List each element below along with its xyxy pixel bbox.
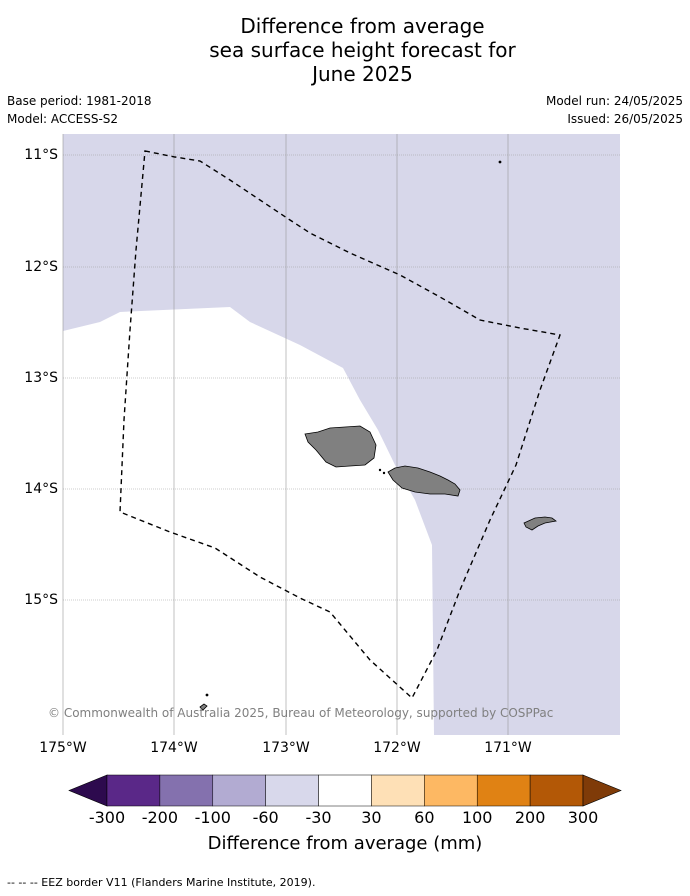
- colorbar-segment-5: [371, 774, 425, 807]
- lat-label-15: 15°S: [24, 592, 58, 608]
- colorbar-label: 30: [361, 808, 382, 827]
- upolu-island: [387, 465, 461, 497]
- colorbar-segment-3: [265, 774, 319, 807]
- eez-border: [119, 150, 561, 700]
- map-title: Difference from average sea surface heig…: [0, 14, 690, 86]
- colorbar-segment-7: [476, 774, 531, 807]
- lat-label-12: 12°S: [24, 259, 58, 275]
- colorbar-segment-6: [424, 774, 478, 807]
- neutral-anomaly-region: [63, 307, 434, 735]
- copyright-notice: © Commonwealth of Australia 2025, Bureau…: [48, 706, 554, 720]
- colorbar-label: 200: [514, 808, 546, 827]
- tiny-islet-south: [205, 693, 209, 697]
- title-line-2: sea surface height forecast for: [209, 38, 516, 62]
- colorbar-label: -200: [141, 808, 179, 827]
- colorbar-segment-8: [529, 774, 584, 807]
- title-line-3: June 2025: [312, 62, 413, 86]
- model-name: Model: ACCESS-S2: [7, 112, 119, 126]
- colorbar-label: 300: [567, 808, 599, 827]
- map-area: [62, 134, 620, 735]
- land-masses: [199, 160, 557, 711]
- issued-date: Issued: 26/05/2025: [567, 112, 683, 126]
- lon-label-174: 174°W: [150, 740, 198, 756]
- colorbar-label: -300: [88, 808, 126, 827]
- lon-label-172: 172°W: [373, 740, 421, 756]
- colorbar-label: -60: [252, 808, 279, 827]
- small-islet-south: [199, 703, 208, 711]
- colorbar-segment-0: [106, 774, 161, 807]
- tiny-islet-north: [498, 160, 502, 164]
- colorbar-arrow-low: [68, 774, 108, 807]
- tiny-islet-apolima: [378, 468, 382, 472]
- colorbar-segment-2: [212, 774, 266, 807]
- lat-label-11: 11°S: [24, 147, 58, 163]
- gridlines: [62, 134, 620, 735]
- colorbar-label: -100: [194, 808, 231, 827]
- colorbar-label: -30: [305, 808, 332, 827]
- colorbar-segment-1: [159, 774, 214, 807]
- colorbar-segment-4: [318, 774, 372, 807]
- lon-label-173: 173°W: [262, 740, 310, 756]
- colorbar: [68, 774, 622, 807]
- colorbar-title: Difference from average (mm): [207, 833, 483, 854]
- colorbar-label: 60: [414, 808, 435, 827]
- title-line-1: Difference from average: [240, 14, 485, 38]
- colorbar-label: 100: [461, 808, 493, 827]
- base-period: Base period: 1981-2018: [7, 94, 152, 108]
- tiny-islet-manono: [382, 471, 386, 475]
- model-run: Model run: 24/05/2025: [545, 94, 683, 108]
- lat-label-14: 14°S: [24, 481, 58, 497]
- lon-label-171: 171°W: [484, 740, 532, 756]
- tutuila-island: [523, 516, 557, 531]
- savaii-island: [304, 425, 377, 468]
- lon-label-175: 175°W: [39, 740, 87, 756]
- colorbar-arrow-high: [582, 774, 622, 807]
- lat-label-13: 13°S: [24, 370, 58, 386]
- eez-legend-footer: -- -- -- EEZ border V11 (Flanders Marine…: [7, 876, 316, 889]
